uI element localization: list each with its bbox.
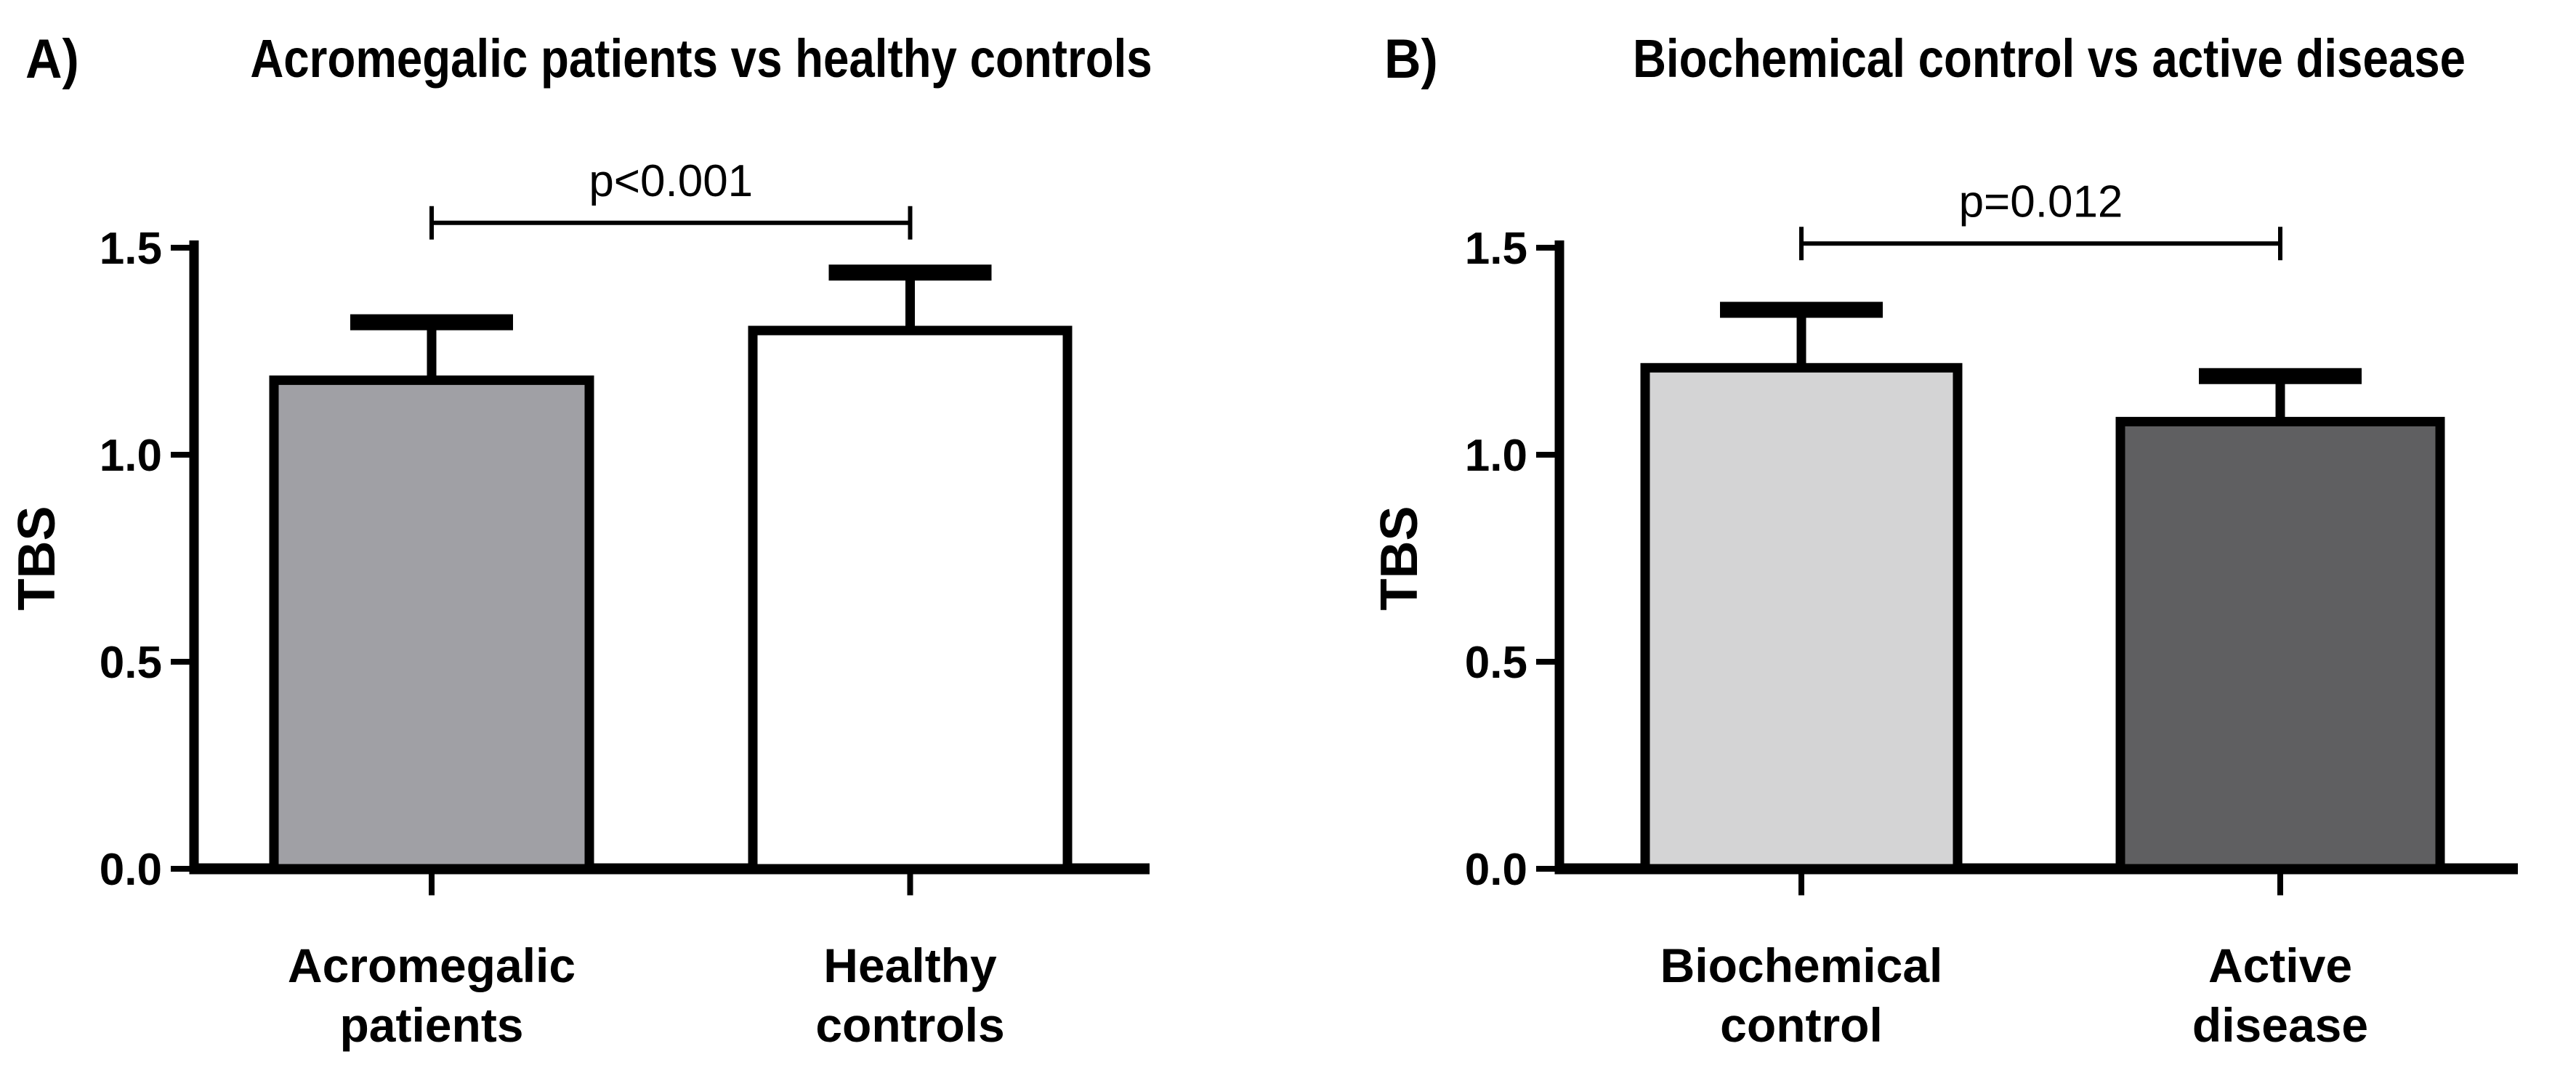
panel-a: A) Acromegalic patients vs healthy contr… xyxy=(8,28,1152,1052)
y-tick-label: 1.0 xyxy=(1465,431,1527,481)
y-tick-label: 0.0 xyxy=(1465,845,1527,895)
y-tick-label: 0.5 xyxy=(100,638,162,688)
bar-0 xyxy=(1640,362,1963,874)
y-axis-title: TBS xyxy=(1370,506,1429,611)
y-tick-label: 1.5 xyxy=(1465,224,1527,274)
chart-b: 0.0 0.5 1.0 1.5 TBS Biochemical control Active d… xyxy=(1370,177,2518,1052)
panel-title-b: Biochemical control vs active disease xyxy=(1632,28,2466,89)
significance-label: p=0.012 xyxy=(1959,177,2123,227)
panel-letter-a: A) xyxy=(25,28,79,90)
x-category-label-1: Active disease xyxy=(2192,939,2368,1052)
x-category-label-0: Biochemical control xyxy=(1660,939,1943,1052)
bar-0 xyxy=(269,375,594,874)
panel-letter-b: B) xyxy=(1384,28,1438,90)
bar-1 xyxy=(2115,416,2445,874)
y-tick-label: 0.0 xyxy=(100,845,162,895)
x-category-label-0: Acromegalic patients xyxy=(288,939,576,1052)
y-tick-label: 0.5 xyxy=(1465,638,1527,688)
significance-label: p<0.001 xyxy=(589,156,753,206)
panel-b: B) Biochemical control vs active disease… xyxy=(1288,0,2576,1070)
panel-title-a: Acromegalic patients vs healthy controls xyxy=(250,28,1152,89)
y-tick-label: 1.0 xyxy=(100,431,162,481)
y-tick-label: 1.5 xyxy=(100,224,162,274)
chart-a: 0.0 0.5 1.0 1.5 TBS Acromegalic patients Health… xyxy=(8,156,1150,1052)
bar-1 xyxy=(748,325,1073,874)
x-category-label-1: Healthy controls xyxy=(815,939,1004,1052)
y-axis-title: TBS xyxy=(8,506,66,611)
